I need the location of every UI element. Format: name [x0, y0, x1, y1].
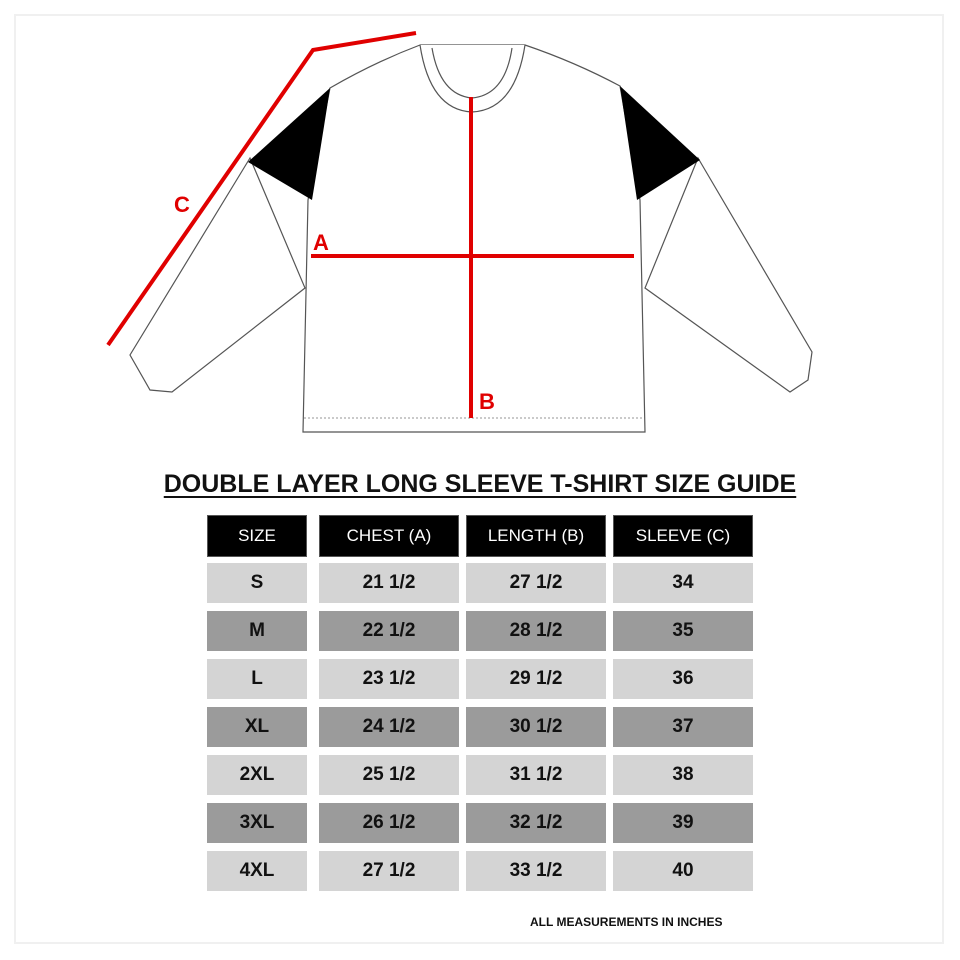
cell-size: M — [207, 611, 307, 651]
sleeve-measure-line — [106, 31, 417, 347]
footnote: ALL MEASUREMENTS IN INCHES — [530, 915, 723, 929]
cell-chest: 22 1/2 — [319, 611, 459, 651]
cell-chest: 26 1/2 — [319, 803, 459, 843]
size-guide-title: DOUBLE LAYER LONG SLEEVE T-SHIRT SIZE GU… — [163, 470, 797, 498]
cell-size: 2XL — [207, 755, 307, 795]
cell-sleeve: 40 — [613, 851, 753, 891]
label-c: C — [174, 192, 190, 217]
label-b: B — [479, 389, 495, 414]
header-sleeve: SLEEVE (C) — [613, 515, 753, 557]
cell-size: 3XL — [207, 803, 307, 843]
cell-chest: 27 1/2 — [319, 851, 459, 891]
right-short-sleeve — [620, 86, 700, 200]
cell-sleeve: 39 — [613, 803, 753, 843]
shirt-body — [302, 44, 646, 433]
image-frame — [14, 14, 944, 944]
cell-size: 4XL — [207, 851, 307, 891]
cell-length: 28 1/2 — [466, 611, 606, 651]
right-long-sleeve — [644, 156, 813, 393]
cell-size: L — [207, 659, 307, 699]
cell-chest: 25 1/2 — [319, 755, 459, 795]
cell-sleeve: 36 — [613, 659, 753, 699]
cell-length: 29 1/2 — [466, 659, 606, 699]
header-chest: CHEST (A) — [319, 515, 459, 557]
cell-length: 32 1/2 — [466, 803, 606, 843]
left-short-sleeve — [248, 88, 330, 200]
cell-sleeve: 37 — [613, 707, 753, 747]
cell-size: S — [207, 563, 307, 603]
cell-size: XL — [207, 707, 307, 747]
cell-length: 27 1/2 — [466, 563, 606, 603]
cell-sleeve: 38 — [613, 755, 753, 795]
cell-chest: 21 1/2 — [319, 563, 459, 603]
label-a: A — [313, 230, 329, 255]
cell-length: 33 1/2 — [466, 851, 606, 891]
left-long-sleeve — [129, 156, 306, 393]
cell-sleeve: 35 — [613, 611, 753, 651]
cell-length: 31 1/2 — [466, 755, 606, 795]
header-length: LENGTH (B) — [466, 515, 606, 557]
cell-sleeve: 34 — [613, 563, 753, 603]
cell-chest: 23 1/2 — [319, 659, 459, 699]
cell-length: 30 1/2 — [466, 707, 606, 747]
header-size: SIZE — [207, 515, 307, 557]
shirt-diagram: C A B — [106, 31, 813, 433]
cell-chest: 24 1/2 — [319, 707, 459, 747]
